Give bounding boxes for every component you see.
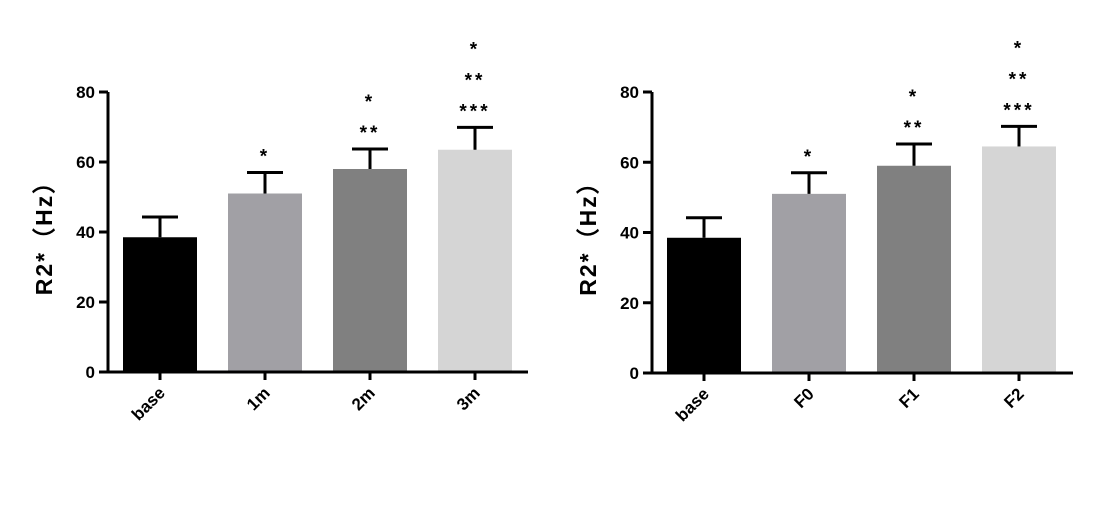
y-tick-label: 60 <box>620 153 639 172</box>
y-tick-label: 80 <box>620 83 639 102</box>
significance-marker: * <box>260 147 270 168</box>
x-tick-label-2m: 2m <box>348 383 379 414</box>
significance-marker: ** <box>904 118 925 139</box>
y-tick-label: 20 <box>620 294 639 313</box>
y-axis-label: R2*（Hz） <box>575 169 601 295</box>
y-tick-label: 60 <box>76 153 95 172</box>
significance-marker: * <box>1014 38 1024 59</box>
x-tick-label-1m: 1m <box>243 383 274 414</box>
bar-F2 <box>982 146 1056 373</box>
x-tick-label-base: base <box>128 383 169 424</box>
y-tick-label: 40 <box>76 223 95 242</box>
significance-marker: * <box>909 87 919 108</box>
y-tick-label: 0 <box>86 363 95 382</box>
significance-marker: *** <box>459 101 490 122</box>
y-tick-label: 0 <box>630 364 639 383</box>
bar-3m <box>438 149 512 372</box>
bar-F0 <box>772 193 846 373</box>
significance-marker: ** <box>465 70 486 91</box>
significance-marker: * <box>804 147 814 168</box>
x-tick-label-base: base <box>672 384 713 425</box>
significance-marker: *** <box>1003 100 1034 121</box>
significance-marker: * <box>365 92 375 113</box>
bar-1m <box>228 193 302 372</box>
y-axis-label: R2*（Hz） <box>31 169 57 295</box>
y-tick-label: 80 <box>76 83 95 102</box>
bar-base <box>123 237 197 372</box>
bar-2m <box>333 169 407 372</box>
y-tick-label: 40 <box>620 224 639 243</box>
x-tick-label-3m: 3m <box>453 383 484 414</box>
significance-marker: * <box>470 39 480 60</box>
significance-marker: ** <box>360 123 381 144</box>
significance-marker: ** <box>1009 69 1030 90</box>
y-tick-label: 20 <box>76 293 95 312</box>
x-tick-label-F0: F0 <box>790 384 817 411</box>
bar-base <box>667 237 741 373</box>
x-tick-label-F1: F1 <box>895 384 922 411</box>
bar-F1 <box>877 165 951 373</box>
x-tick-label-F2: F2 <box>1000 384 1027 411</box>
